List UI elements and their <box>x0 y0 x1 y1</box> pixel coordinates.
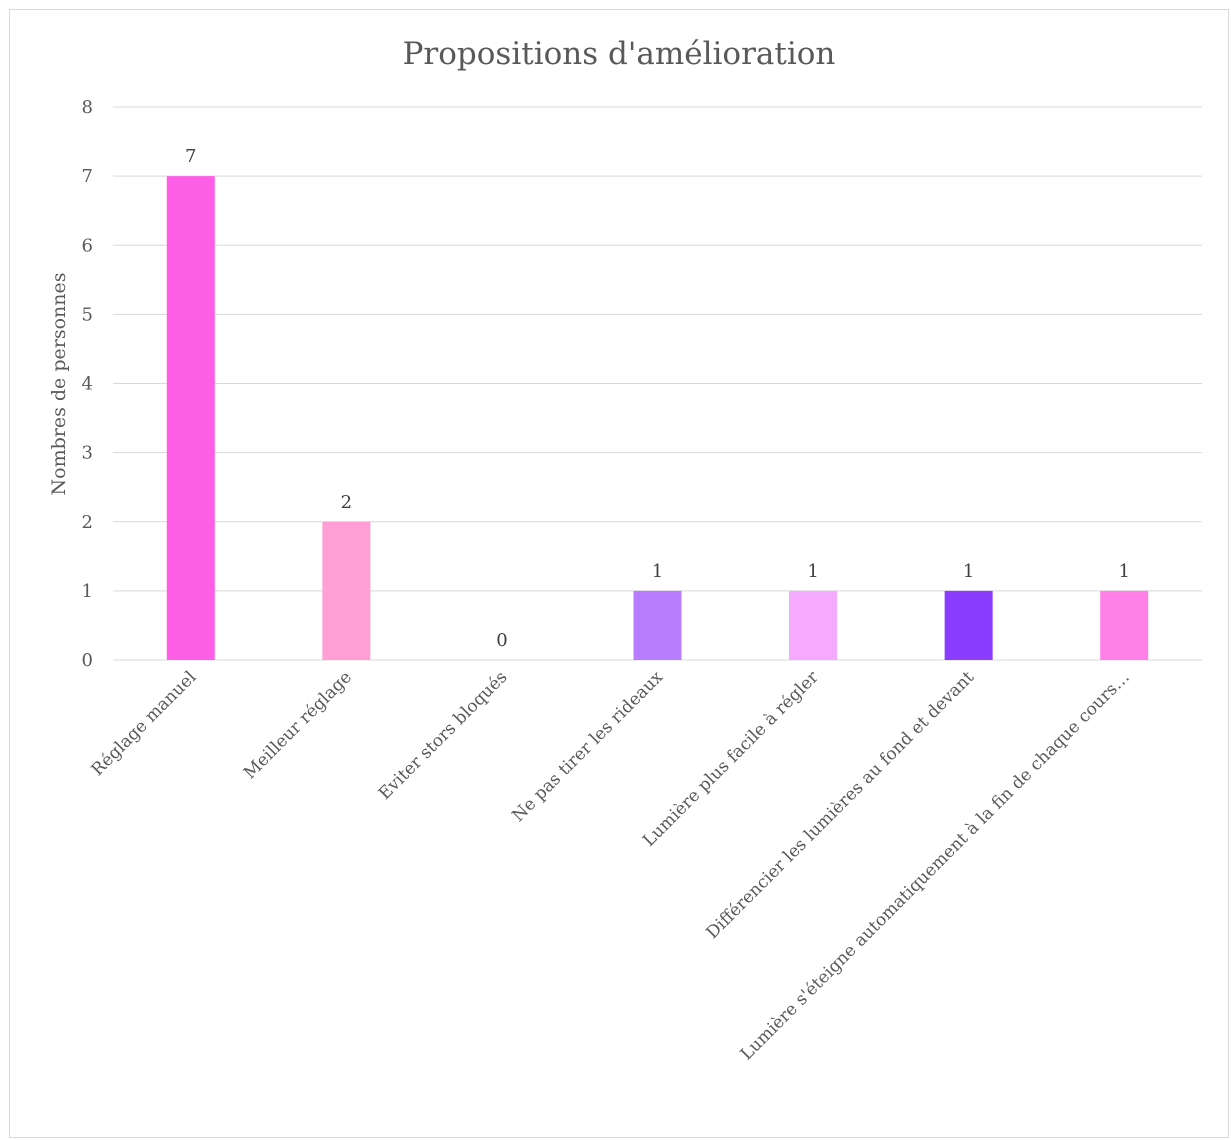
data-label: 1 <box>807 561 818 582</box>
data-label: 1 <box>652 561 663 582</box>
y-tick-label: 6 <box>82 235 93 256</box>
y-tick-label: 3 <box>82 443 93 464</box>
x-category-label: Ne pas tirer les rideaux <box>508 667 667 826</box>
y-axis-label: Nombres de personnes <box>48 273 70 496</box>
data-label: 7 <box>185 146 196 167</box>
bar <box>322 521 371 660</box>
bar <box>166 176 215 660</box>
y-tick-label: 2 <box>82 512 93 533</box>
bar <box>789 590 838 660</box>
x-category-label: Lumière plus facile à régler <box>639 667 823 851</box>
x-category-label: Réglage manuel <box>88 667 201 780</box>
x-category-label: Meilleur réglage <box>240 667 356 783</box>
x-axis-categories: Réglage manuel Meilleur réglage Eviter sto… <box>88 667 1134 1065</box>
x-category-label: Différencier les lumières au fond et dev… <box>703 667 979 943</box>
x-category-label: Eviter stors bloqués <box>375 667 512 804</box>
data-label: 1 <box>1118 561 1129 582</box>
data-label: 1 <box>963 561 974 582</box>
bar <box>944 590 993 660</box>
data-labels: 7 2 0 1 1 1 1 <box>185 146 1130 651</box>
data-label: 2 <box>341 492 352 513</box>
x-category-label: Lumière s'éteigne automatiquement à la f… <box>737 667 1134 1064</box>
bars <box>166 176 1149 660</box>
bar <box>1100 590 1149 660</box>
y-axis-ticks: 0 1 2 3 4 5 6 7 8 <box>82 97 93 671</box>
y-tick-label: 7 <box>82 166 93 187</box>
y-tick-label: 5 <box>82 304 93 325</box>
gridlines <box>113 106 1202 661</box>
y-tick-label: 8 <box>82 97 93 118</box>
y-tick-label: 4 <box>82 374 93 395</box>
y-tick-label: 0 <box>82 650 93 671</box>
y-tick-label: 1 <box>82 581 93 602</box>
bar <box>633 590 682 660</box>
data-label: 0 <box>496 630 507 651</box>
chart-title: Propositions d'amélioration <box>403 36 836 72</box>
